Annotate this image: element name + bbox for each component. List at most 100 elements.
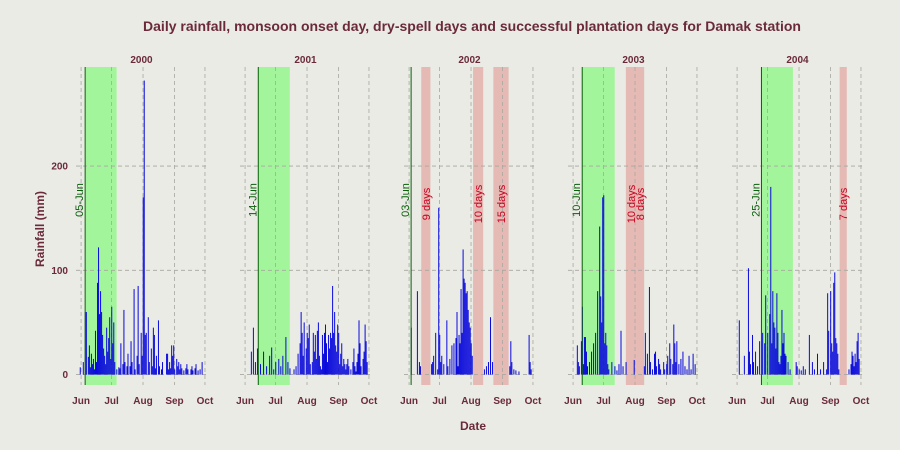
rain-bar (611, 362, 613, 375)
rain-bar (670, 358, 672, 375)
rain-bar (110, 358, 112, 375)
rain-bar (457, 366, 459, 375)
rain-bar (174, 369, 176, 375)
rain-bar (306, 332, 308, 375)
dry-spell-label: 7 days (838, 187, 850, 220)
rain-bar (580, 341, 582, 375)
rain-bar (352, 362, 354, 375)
rain-bar (333, 332, 335, 375)
rain-bar (331, 338, 333, 375)
rain-bar (315, 358, 317, 375)
rain-bar (584, 337, 586, 375)
rain-bar (140, 332, 142, 375)
rain-bar (350, 369, 352, 375)
rain-bar (151, 366, 153, 375)
rain-bar (669, 343, 671, 375)
rain-bar (280, 366, 282, 375)
rain-bar (437, 369, 439, 375)
rain-bar (759, 341, 761, 375)
rain-bar (778, 362, 780, 375)
rain-bar (529, 362, 531, 375)
rain-bar (339, 364, 341, 375)
rain-bar (365, 341, 367, 375)
rain-bar (362, 358, 364, 375)
rain-bar (96, 362, 98, 375)
rain-bar (530, 369, 532, 375)
rain-bar (682, 351, 684, 375)
rain-bar (804, 369, 806, 375)
rain-bar (311, 362, 313, 375)
rain-bar (141, 355, 143, 375)
rain-bar (462, 249, 464, 375)
rain-bar (112, 343, 114, 375)
rain-bar (854, 353, 856, 375)
rain-bar (116, 369, 118, 375)
rain-bar (456, 312, 458, 375)
rain-bar (287, 362, 289, 375)
panel-title: 2004 (786, 55, 809, 66)
rain-bar (837, 353, 839, 375)
rain-bar (765, 295, 767, 375)
rain-bar (357, 353, 359, 375)
rain-bar (614, 366, 616, 375)
rain-bar (664, 369, 666, 375)
rain-bar (295, 366, 297, 375)
rain-bar (100, 291, 102, 375)
rain-bar (158, 366, 160, 375)
rain-bar (582, 364, 584, 375)
rain-bar (273, 369, 275, 375)
x-tick-label: Sep (329, 396, 347, 407)
rain-bar (154, 368, 156, 375)
rain-bar (443, 364, 445, 375)
rain-bar (783, 332, 785, 375)
dry-spell-label: 10 days (473, 184, 485, 223)
rain-bar (738, 320, 740, 375)
dry-spell-band (493, 67, 509, 385)
rain-bar (195, 364, 197, 375)
rain-bar (187, 369, 189, 375)
rain-bar (176, 358, 178, 375)
rain-bar (440, 362, 442, 375)
rain-bar (518, 371, 520, 375)
rain-bar (322, 353, 324, 375)
rain-bar (764, 343, 766, 375)
y-tick-label: 100 (51, 266, 68, 277)
rain-bar (106, 327, 108, 375)
rain-bar (775, 348, 777, 375)
rain-bar (798, 369, 800, 375)
facet-panel-2004: 2004 25-Jun 7 days Jun Jul Aug Sep Oct (728, 55, 870, 407)
rain-bar (183, 370, 185, 375)
rain-bar (449, 358, 451, 375)
rain-bar (302, 355, 304, 375)
x-tick-label: Sep (493, 396, 511, 407)
rain-bar (201, 362, 203, 375)
rain-bar (179, 369, 181, 375)
rain-bar (293, 369, 295, 375)
rain-bar (169, 362, 171, 375)
x-tick-label: Oct (689, 396, 706, 407)
rain-bar (99, 314, 101, 375)
rain-bar (332, 285, 334, 375)
rain-bar (93, 369, 95, 375)
rain-bar (418, 362, 420, 375)
rain-bar (674, 343, 676, 375)
rain-bar (779, 364, 781, 375)
rain-bar (813, 369, 815, 375)
rain-bar (851, 351, 853, 375)
rain-bar (312, 332, 314, 375)
rain-bar (192, 370, 194, 375)
rain-bar (762, 332, 764, 375)
rain-bar (487, 362, 489, 375)
rain-bar (79, 367, 81, 375)
x-tick-label: Oct (197, 396, 214, 407)
rain-bar (649, 362, 651, 375)
rain-bar (856, 341, 858, 375)
rain-bar (108, 338, 110, 375)
rain-bar (466, 291, 468, 375)
rain-bar (199, 369, 201, 375)
rain-bar (459, 343, 461, 375)
rain-bar (109, 317, 111, 375)
rain-bar (608, 369, 610, 375)
rain-bar (757, 366, 759, 375)
